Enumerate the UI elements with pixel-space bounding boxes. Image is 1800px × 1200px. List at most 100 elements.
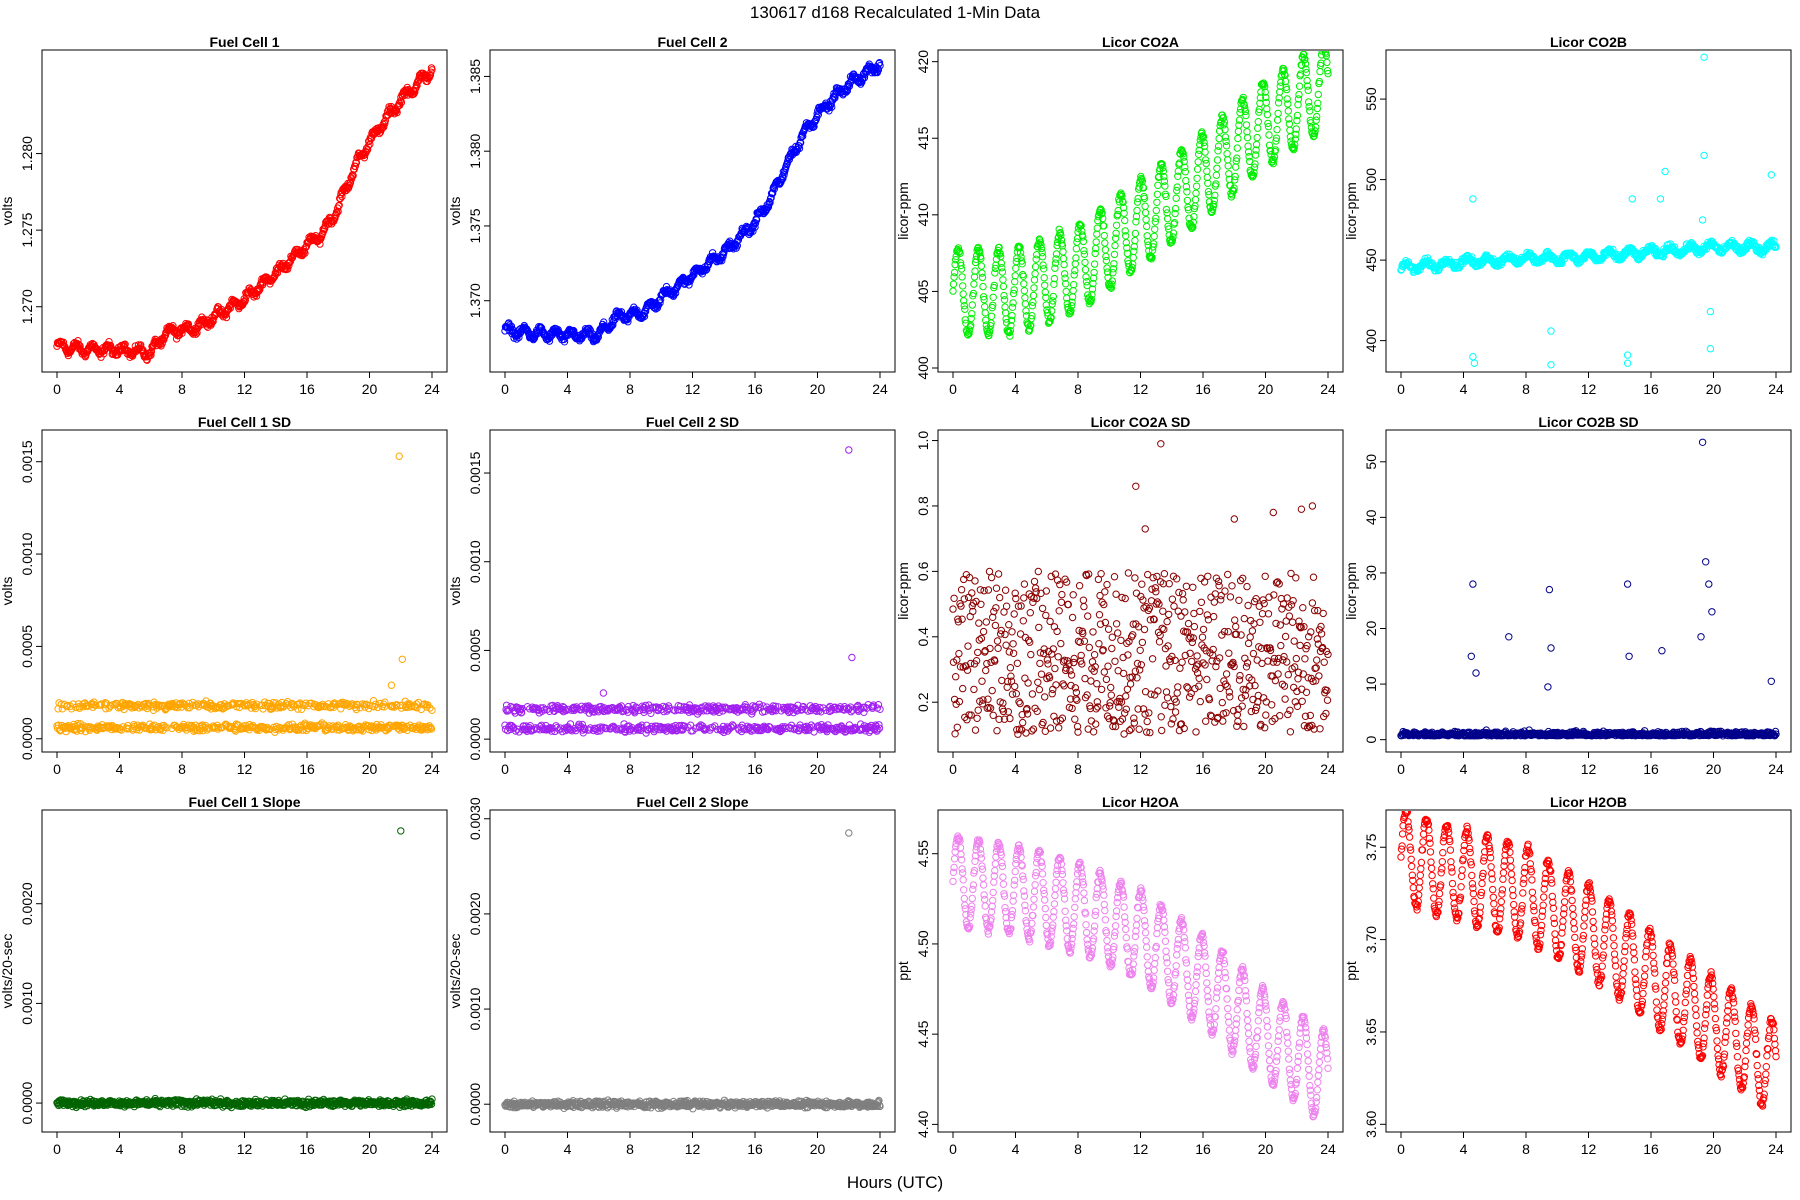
data-point: [1151, 218, 1160, 226]
data-point: [1152, 214, 1160, 223]
data-point: [1095, 611, 1104, 619]
data-point: [766, 199, 774, 207]
data-point: [1006, 332, 1014, 340]
data-point: [1224, 162, 1232, 170]
x-tick-label: 12: [237, 761, 253, 777]
data-point: [381, 119, 389, 128]
data-point: [1095, 640, 1103, 648]
data-point: [1547, 327, 1555, 335]
data-point: [951, 730, 959, 738]
data-point: [1302, 68, 1311, 77]
data-point: [1286, 126, 1294, 135]
data-point: [1106, 699, 1114, 707]
data-point: [1232, 163, 1240, 171]
data-point: [1222, 709, 1230, 717]
data-point: [1202, 156, 1210, 164]
x-tick-label: 4: [564, 761, 572, 777]
data-point: [1090, 651, 1099, 659]
data-point: [1052, 681, 1060, 689]
data-point: [1170, 219, 1179, 227]
data-point: [1018, 257, 1026, 265]
data-point: [1034, 678, 1042, 686]
data-point: [1270, 153, 1279, 161]
data-point: [1229, 707, 1238, 715]
data-point: [1118, 593, 1126, 602]
data-point: [965, 326, 974, 334]
data-point: [1243, 659, 1252, 667]
data-point: [827, 100, 835, 108]
data-point: [1019, 617, 1027, 625]
x-tick-label: 4: [564, 381, 572, 397]
data-point: [1031, 270, 1039, 278]
panel-title: Licor CO2A SD: [1091, 414, 1191, 430]
data-point: [1291, 140, 1299, 149]
data-point: [1130, 719, 1139, 727]
data-point: [1132, 589, 1141, 597]
data-point: [560, 338, 569, 346]
data-point: [749, 227, 757, 236]
data-point: [284, 697, 292, 706]
data-point: [1148, 253, 1156, 262]
data-point: [1314, 99, 1322, 108]
data-point: [1259, 596, 1267, 604]
data-point: [1160, 625, 1168, 634]
data-point: [1029, 725, 1038, 733]
data-point: [1220, 121, 1228, 129]
data-point: [1005, 648, 1013, 656]
data-point: [990, 281, 998, 290]
data-point: [1052, 717, 1061, 725]
data-point: [1102, 675, 1111, 684]
data-point: [1028, 312, 1036, 320]
data-point: [1270, 156, 1278, 164]
data-point: [1230, 662, 1238, 671]
data-point: [999, 282, 1008, 291]
data-point: [618, 707, 627, 716]
data-point: [1188, 657, 1196, 666]
data-point: [1019, 272, 1027, 280]
data-point: [1173, 183, 1181, 191]
data-point: [1213, 164, 1221, 173]
data-point: [1194, 660, 1202, 668]
data-point: [1254, 118, 1263, 126]
data-point: [728, 721, 737, 729]
data-point: [1042, 587, 1051, 595]
data-point: [1182, 582, 1191, 590]
data-point: [1077, 651, 1085, 660]
data-point: [1048, 307, 1056, 315]
data-point: [1252, 703, 1261, 711]
data-point: [1251, 151, 1260, 159]
y-tick-label: 400: [915, 356, 931, 380]
data-point: [1089, 274, 1098, 282]
data-point: [1021, 294, 1029, 302]
data-point: [795, 724, 804, 732]
data-point: [1169, 233, 1177, 241]
data-point: [1623, 351, 1632, 359]
data-point: [1102, 252, 1110, 261]
data-point: [1008, 628, 1016, 636]
data-point: [1012, 594, 1020, 603]
data-point: [395, 452, 403, 460]
data-point: [1132, 218, 1140, 226]
data-point: [1073, 696, 1081, 704]
data-point: [1134, 623, 1143, 631]
data-point: [1100, 231, 1109, 240]
data-point: [1290, 144, 1298, 152]
data-point: [1265, 141, 1274, 150]
data-point: [411, 88, 419, 96]
data-point: [62, 702, 71, 711]
data-point: [1215, 127, 1224, 135]
x-tick-label: 12: [685, 761, 701, 777]
x-tick-label: 0: [53, 761, 61, 777]
data-point: [828, 103, 836, 111]
data-point: [1280, 66, 1288, 75]
data-point: [1216, 684, 1224, 692]
data-point: [1067, 302, 1076, 310]
data-point: [1242, 121, 1251, 129]
x-tick-label: 0: [53, 381, 61, 397]
data-point: [1301, 60, 1310, 68]
data-point: [970, 685, 978, 694]
data-point: [1229, 187, 1238, 195]
